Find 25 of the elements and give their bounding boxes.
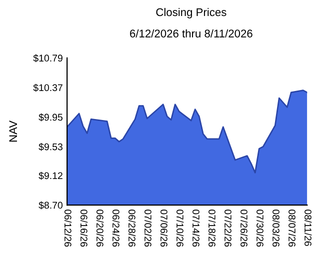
y-axis-title: NAV — [9, 120, 17, 142]
x-tick-label: 06/24/26 — [112, 210, 120, 247]
x-tick-label: 08/03/26 — [272, 210, 280, 247]
x-tick-label: 07/30/26 — [256, 210, 264, 247]
x-tick-label: 07/10/26 — [176, 210, 184, 247]
y-tick-label: $10.79 — [33, 54, 62, 62]
chart-title: Closing Prices — [156, 8, 226, 18]
y-tick-label: $9.12 — [38, 172, 62, 180]
x-tick-label: 08/07/26 — [288, 210, 296, 247]
x-tick-label: 06/12/26 — [64, 210, 72, 247]
x-tick-label: 06/20/26 — [96, 210, 104, 247]
x-tick-label: 07/14/26 — [192, 210, 200, 247]
y-tick-label: $8.70 — [38, 201, 63, 210]
x-tick-label: 07/06/26 — [160, 210, 168, 247]
x-tick-label: 06/16/26 — [80, 210, 88, 247]
y-tick-label: $9.95 — [38, 113, 62, 122]
x-tick-label: 07/22/26 — [224, 210, 232, 247]
y-tick-label: $10.37 — [33, 84, 62, 92]
chart-subtitle: 6/12/2026 thru 8/11/2026 — [130, 29, 252, 38]
x-tick-label: 08/11/26 — [304, 210, 312, 246]
y-tick-label: $9.53 — [38, 142, 62, 151]
x-tick-label: 07/26/26 — [240, 210, 248, 247]
x-tick-label: 07/18/26 — [208, 210, 216, 247]
x-tick-label: 06/28/26 — [128, 210, 136, 247]
x-tick-label: 07/02/26 — [144, 210, 152, 247]
